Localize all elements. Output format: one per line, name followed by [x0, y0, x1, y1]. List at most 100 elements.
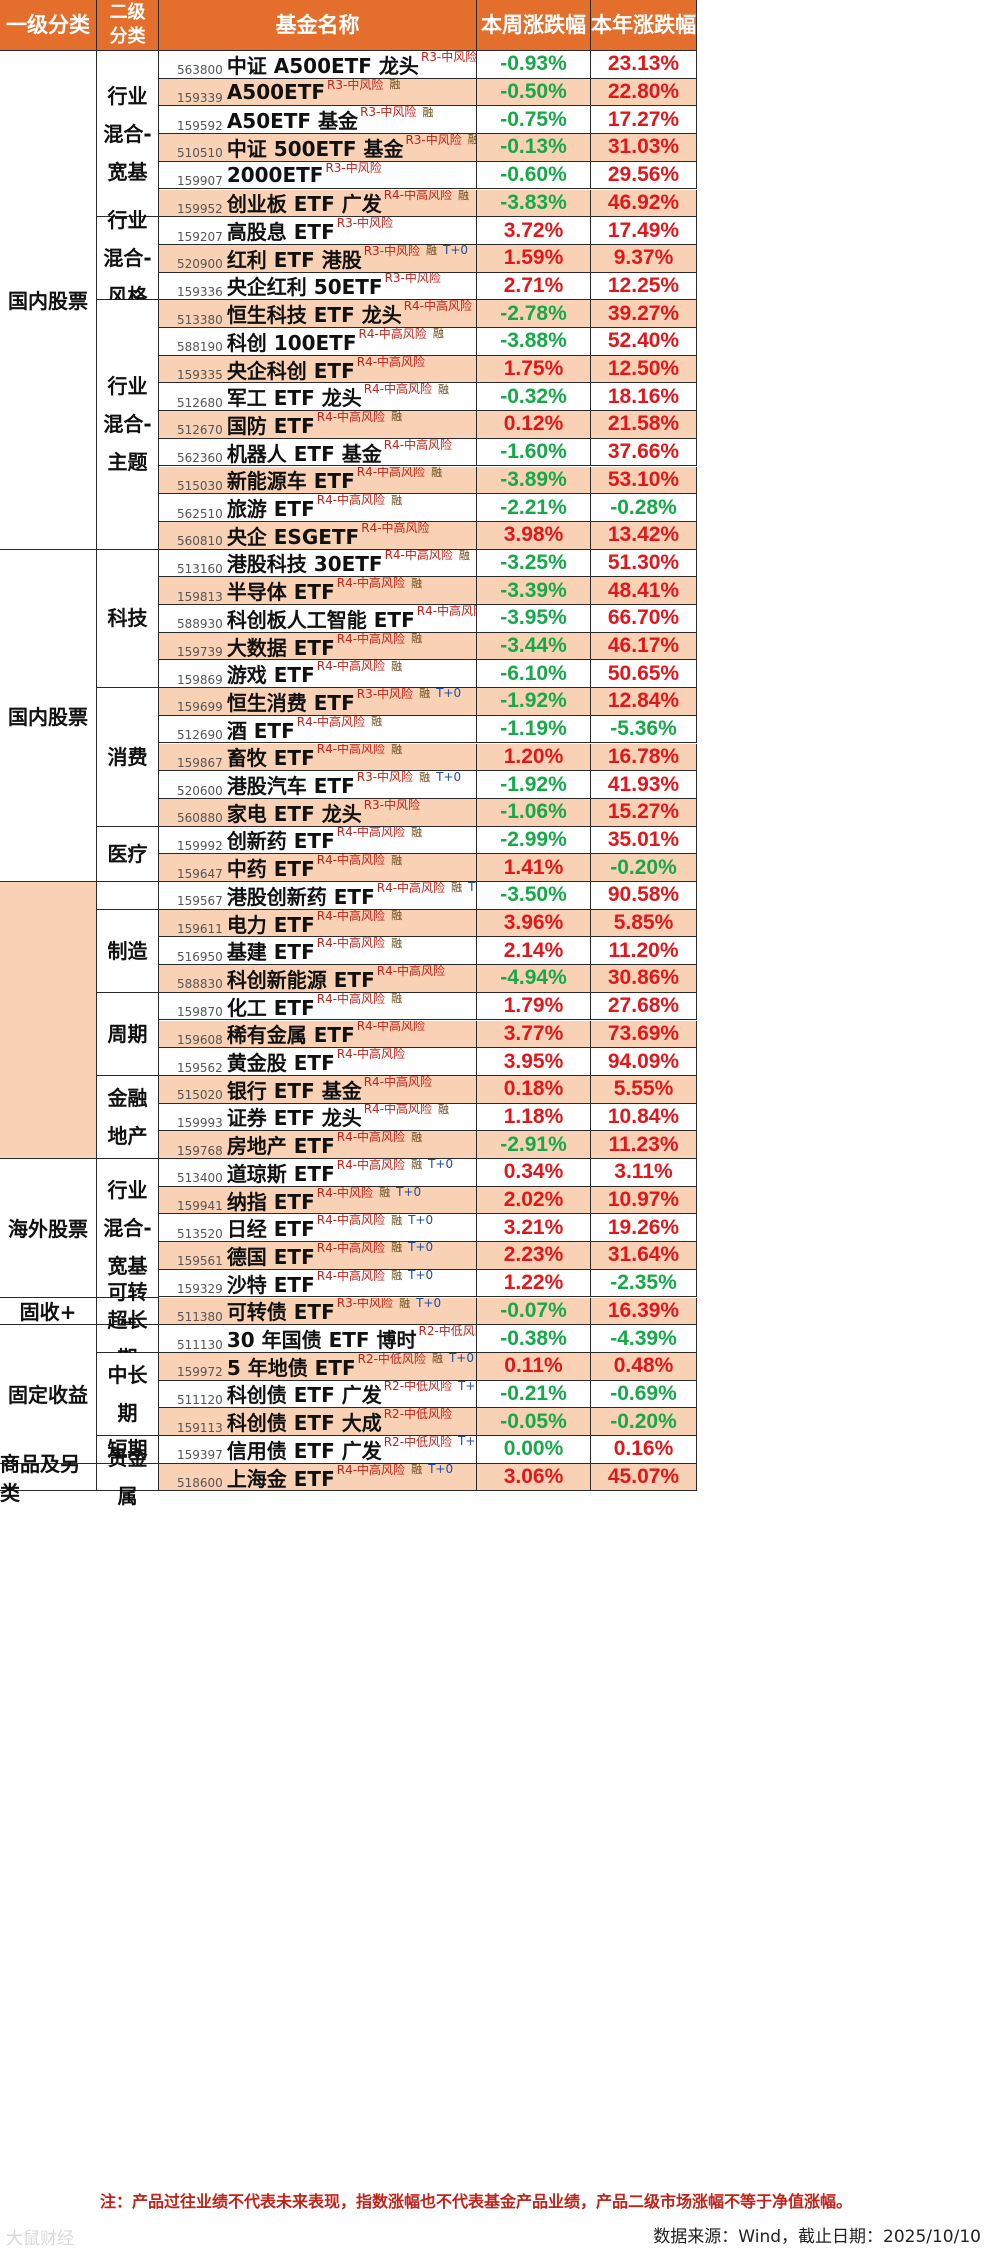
ytd-change-cell: 39.27% [591, 300, 697, 328]
level2-category-cell: 科技 [97, 549, 159, 689]
fund-name-cell: 159870 化工 ETF R4-中高风险融 [159, 992, 477, 1021]
weekly-change-cell: 2.23% [477, 1242, 591, 1270]
level1-category-cell: 固收+ [0, 1297, 97, 1326]
header-weekly-change: 本周涨跌幅 [477, 0, 591, 51]
weekly-change-cell: 3.96% [477, 909, 591, 938]
ytd-change-cell: 0.16% [591, 1436, 697, 1464]
ytd-change-cell: 53.10% [591, 466, 697, 495]
fund-name: 红利 ETF 港股 [226, 247, 362, 272]
ytd-change-cell: 90.58% [591, 882, 697, 910]
weekly-change-cell: -0.38% [477, 1325, 591, 1353]
weekly-change-cell: 1.79% [477, 992, 591, 1021]
ytd-change-cell: 73.69% [591, 1020, 697, 1049]
fund-name: 上海金 ETF [226, 1466, 335, 1491]
fund-code: 560880 [177, 811, 223, 826]
risk-level-tag: R4-中高风险 [316, 660, 386, 674]
weekly-change-cell: 0.18% [477, 1075, 591, 1104]
fund-name: 科创债 ETF 大成 [226, 1411, 382, 1436]
ytd-change-cell: 19.26% [591, 1214, 697, 1243]
fund-name: 新能源车 ETF [226, 469, 355, 494]
risk-level-tag: R3-中风险 [363, 798, 421, 812]
t0-trading-tag: T+0 [476, 550, 477, 562]
risk-level-tag: R4-中高风险 [356, 1020, 426, 1034]
weekly-change-cell: -0.21% [477, 1380, 591, 1409]
fund-code: 159993 [177, 1115, 223, 1130]
ytd-change-cell: 52.40% [591, 328, 697, 356]
fund-code: 520600 [177, 783, 223, 798]
margin-trading-tag: 融 [411, 826, 423, 839]
fund-code: 516950 [177, 949, 223, 964]
weekly-change-cell: -0.75% [477, 106, 591, 135]
weekly-change-cell: -2.99% [477, 826, 591, 855]
margin-trading-tag: 融 [391, 1214, 403, 1227]
weekly-change-cell: -3.44% [477, 632, 591, 661]
weekly-change-cell: 0.34% [477, 1159, 591, 1187]
fund-code: 511130 [177, 1337, 223, 1352]
header-ytd-change: 本年涨跌幅 [591, 0, 697, 51]
weekly-change-cell: -3.89% [477, 466, 591, 495]
risk-level-tag: R2-中低风险 [383, 1436, 453, 1449]
fund-name-cell: 159611 电力 ETF R4-中高风险融 [159, 909, 477, 938]
risk-level-tag: R4-中高风险 [296, 715, 366, 729]
fund-name-cell: 562510 旅游 ETF R4-中高风险融 [159, 494, 477, 522]
fund-name: 30 年国债 ETF 博时 [226, 1328, 417, 1353]
risk-level-tag: R2-中低风险 [357, 1352, 426, 1366]
level2-category-cell: 行业混合-风格 [97, 208, 159, 308]
risk-level-tag: R3-中风险 [384, 272, 441, 286]
fund-name: 游戏 ETF [226, 663, 315, 688]
fund-code: 159562 [177, 1060, 223, 1075]
t0-trading-tag: T+0 [416, 1297, 442, 1310]
risk-level-tag: R4-中高风险 [336, 1131, 406, 1145]
weekly-change-cell: 0.12% [477, 411, 591, 439]
weekly-change-cell: 2.71% [477, 272, 591, 301]
ytd-change-cell: 30.86% [591, 965, 697, 993]
weekly-change-cell: 1.75% [477, 355, 591, 384]
margin-trading-tag: 融 [419, 688, 431, 701]
fund-name-cell: 159113 科创债 ETF 大成 R2-中低风险 [159, 1408, 477, 1436]
weekly-change-cell: 3.98% [477, 521, 591, 550]
fund-name: 2000ETF [226, 163, 324, 188]
fund-code: 513160 [177, 561, 223, 576]
fund-name: 基建 ETF [226, 940, 315, 965]
weekly-change-cell: 3.06% [477, 1463, 591, 1492]
header-level2: 二级分类 [97, 0, 159, 51]
level2-category-cell [97, 882, 159, 910]
ytd-change-cell: 17.27% [591, 106, 697, 135]
risk-level-tag: R4-中风险 [316, 1186, 374, 1200]
fund-name: 恒生消费 ETF [226, 690, 355, 715]
risk-level-tag: R4-中高风险 [384, 549, 453, 563]
fund-name: 旅游 ETF [226, 497, 315, 522]
margin-trading-tag: 融 [391, 743, 403, 756]
risk-level-tag: R4-中高风险 [363, 383, 433, 397]
fund-name: 证券 ETF 龙头 [226, 1106, 362, 1131]
fund-name-cell: 159207 高股息 ETF R3-中风险 [159, 217, 477, 245]
level2-category-cell: 金融地产 [97, 1075, 159, 1159]
weekly-change-cell: -0.13% [477, 134, 591, 162]
margin-trading-tag: 融 [422, 106, 434, 119]
fund-name-cell: 159869 游戏 ETF R4-中高风险融 [159, 660, 477, 689]
fund-name: 中证 500ETF 基金 [226, 136, 404, 161]
risk-level-tag: R4-中高风险 [383, 189, 453, 203]
fund-name-cell: 515030 新能源车 ETF R4-中高风险融 [159, 466, 477, 495]
risk-level-tag: R3-中风险 [336, 1297, 394, 1311]
margin-trading-tag: 融 [371, 715, 383, 729]
level2-category-cell: 行业混合-宽基 [97, 1159, 159, 1298]
weekly-change-cell: 2.02% [477, 1186, 591, 1215]
fund-code: 520900 [177, 257, 223, 272]
fund-name: 纳指 ETF [226, 1189, 315, 1214]
risk-level-tag: R3-中风险 [420, 51, 477, 64]
fund-code: 159592 [177, 118, 223, 133]
margin-trading-tag: 融 [411, 577, 423, 590]
fund-code: 159870 [177, 1005, 223, 1020]
fund-name: 国防 ETF [226, 413, 315, 438]
fund-code: 159699 [177, 700, 223, 715]
fund-code: 159336 [177, 284, 223, 299]
weekly-change-cell: -3.88% [477, 328, 591, 356]
ytd-change-cell: 50.65% [591, 660, 697, 689]
risk-level-tag: R3-中风险 [405, 134, 462, 147]
margin-trading-tag: 融 [431, 1352, 443, 1366]
fund-name: 中证 A500ETF 龙头 [226, 53, 419, 78]
fund-name: 高股息 ETF [226, 220, 335, 245]
